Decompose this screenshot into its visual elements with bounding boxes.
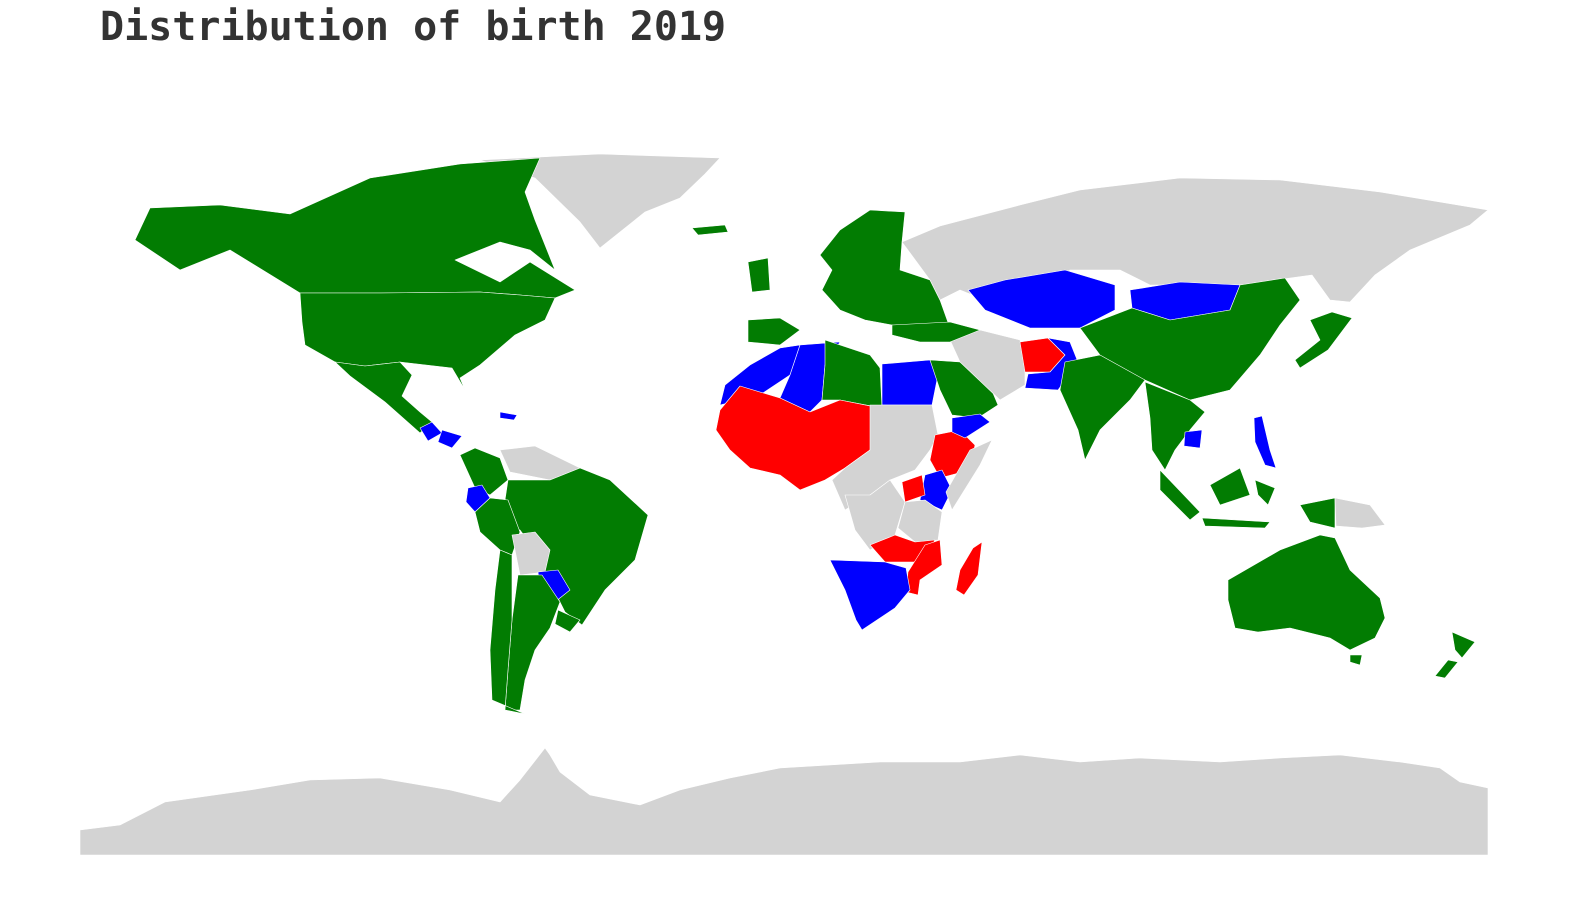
- region-libya: [821, 339, 883, 409]
- region-southern-africa: [829, 559, 911, 631]
- region-iran: [949, 329, 1026, 401]
- region-usa: [299, 291, 556, 391]
- region-iceland: [691, 224, 729, 236]
- region-cambodia: [1183, 429, 1203, 449]
- map-title: Distribution of birth 2019: [100, 4, 727, 50]
- region-tanzania: [897, 499, 943, 543]
- region-yemen: [951, 413, 991, 439]
- region-new-zealand: [1434, 631, 1476, 679]
- region-china: [1079, 277, 1301, 401]
- region-canada: [134, 157, 576, 299]
- region-mexico: [334, 361, 433, 434]
- region-mozambique: [905, 539, 943, 596]
- region-madagascar: [955, 541, 983, 596]
- region-antarctica: [80, 747, 1488, 855]
- region-uganda: [901, 474, 926, 503]
- region-argentina: [504, 574, 561, 711]
- region-japan: [1294, 311, 1353, 369]
- region-png: [1334, 497, 1386, 529]
- region-honduras: [437, 429, 463, 449]
- region-bolivia: [511, 531, 551, 576]
- region-philippines: [1253, 415, 1277, 469]
- world-map-svg: [80, 153, 1488, 855]
- region-kazakhstan: [967, 269, 1116, 329]
- region-greenland: [479, 153, 721, 249]
- region-chile: [489, 549, 526, 715]
- region-uruguay: [554, 609, 581, 633]
- region-indonesia: [1159, 467, 1336, 529]
- region-somalia: [945, 439, 993, 511]
- region-caribbean: [499, 411, 518, 421]
- region-drc: [844, 479, 906, 551]
- region-egypt: [881, 359, 939, 406]
- region-se-asia: [1144, 381, 1206, 471]
- world-map: [80, 150, 1488, 855]
- region-turkey: [891, 321, 981, 343]
- region-australia: [1227, 534, 1386, 666]
